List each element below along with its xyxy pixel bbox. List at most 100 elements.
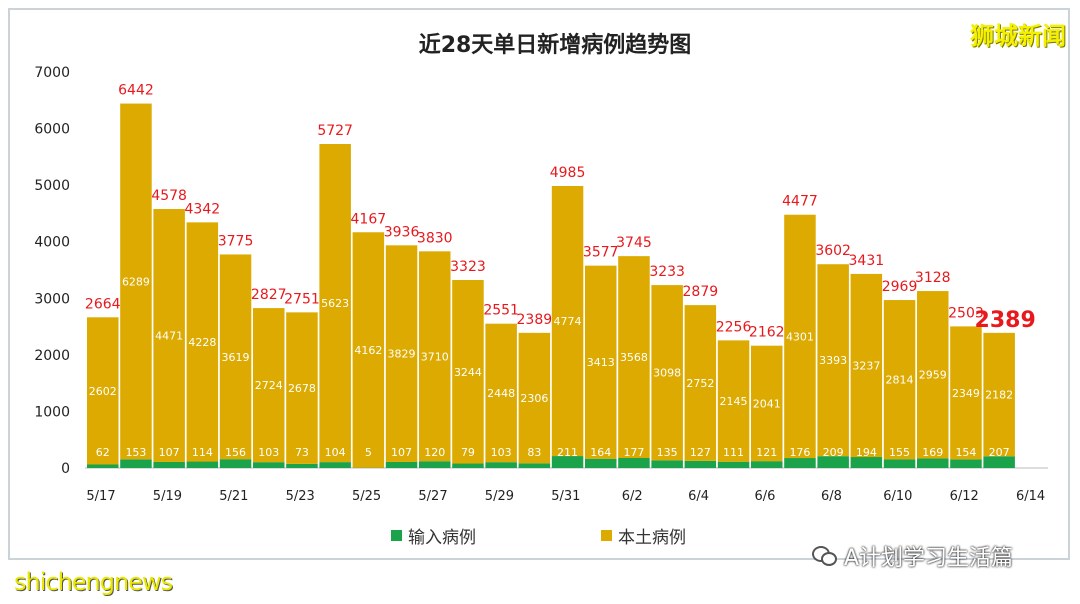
bar-imported <box>452 463 484 468</box>
total-value-label: 6442 <box>118 83 154 99</box>
bar-imported <box>518 463 551 468</box>
x-tick-label: 6/4 <box>688 489 709 504</box>
bar-local <box>352 232 385 468</box>
imported-value-label: 209 <box>823 446 844 459</box>
bar-local <box>419 251 451 462</box>
bar-group-5-18: 153 6289 6442 <box>118 83 154 468</box>
local-value-label: 3413 <box>587 356 615 369</box>
bar-imported <box>485 462 517 468</box>
imported-value-label: 155 <box>889 446 910 459</box>
imported-value-label: 127 <box>690 446 711 459</box>
imported-value-label: 103 <box>258 446 279 459</box>
bar-group-6-2: 177 3568 3745 <box>616 235 652 468</box>
x-tick-label: 5/29 <box>485 489 514 504</box>
bar-local <box>286 312 318 464</box>
bar-imported <box>983 456 1015 468</box>
x-tick-label: 6/2 <box>622 489 643 504</box>
local-value-label: 3098 <box>653 367 681 380</box>
x-tick-label: 5/21 <box>219 489 248 504</box>
imported-value-label: 104 <box>325 446 346 459</box>
bar-local <box>485 323 517 463</box>
legend-label-imported: 输入病例 <box>408 528 476 548</box>
bar-local <box>385 245 418 462</box>
bar-imported <box>87 464 119 468</box>
bar-local <box>950 326 982 460</box>
bar-imported <box>186 461 219 468</box>
local-value-label: 2182 <box>985 389 1013 402</box>
bar-local <box>651 285 683 461</box>
bar-imported <box>253 462 285 468</box>
bar-group-5-28: 79 3244 3323 <box>450 259 486 468</box>
legend-swatch-local <box>601 530 612 541</box>
total-value-label: 3602 <box>815 243 851 259</box>
total-value-label: 2751 <box>284 291 320 307</box>
local-value-label: 3829 <box>388 348 416 361</box>
local-value-label: 4301 <box>786 330 814 343</box>
imported-value-label: 164 <box>590 446 611 459</box>
total-value-label: 2879 <box>683 284 719 300</box>
bar-local <box>186 222 219 462</box>
local-value-label: 6289 <box>122 275 150 288</box>
chart-frame <box>8 8 1070 560</box>
imported-value-label: 120 <box>424 446 445 459</box>
bar-local <box>850 273 883 458</box>
wechat-icon <box>812 546 838 566</box>
y-tick-label: 1000 <box>34 404 70 420</box>
x-tick-label: 5/31 <box>551 489 580 504</box>
total-value-label: 3128 <box>915 270 951 286</box>
local-value-label: 2349 <box>952 387 980 400</box>
total-value-label: 2162 <box>749 325 785 341</box>
bar-imported <box>319 462 351 468</box>
total-value-label: 3830 <box>417 230 453 246</box>
total-value-label: 2389 <box>975 308 1036 333</box>
bar-group-5-23: 73 2678 2751 <box>284 291 320 468</box>
bar-local <box>452 280 484 464</box>
bar-group-5-31: 211 4774 4985 <box>550 165 586 468</box>
imported-value-label: 62 <box>96 446 110 459</box>
total-value-label: 4578 <box>151 188 187 204</box>
bar-imported <box>120 459 152 468</box>
bar-local <box>219 254 252 460</box>
bar-local <box>551 185 584 457</box>
bar-group-6-13: 207 2182 2389 <box>975 308 1036 468</box>
imported-value-label: 154 <box>955 446 976 459</box>
bar-imported <box>651 460 683 468</box>
total-value-label: 2389 <box>517 312 553 328</box>
bar-local <box>751 345 783 462</box>
total-value-label: 4985 <box>550 165 586 181</box>
x-tick-label: 5/17 <box>86 489 115 504</box>
bar-group-5-22: 103 2724 2827 <box>251 287 287 468</box>
imported-value-label: 211 <box>557 446 578 459</box>
bar-imported <box>850 457 883 468</box>
imported-value-label: 169 <box>922 446 943 459</box>
total-value-label: 4342 <box>185 201 221 217</box>
imported-value-label: 103 <box>491 446 512 459</box>
bar-group-5-17: 62 2602 2664 <box>85 296 121 468</box>
x-tick-label: 5/25 <box>352 489 381 504</box>
bar-imported <box>551 456 584 468</box>
local-value-label: 2448 <box>487 387 515 400</box>
x-tick-label: 5/27 <box>418 489 447 504</box>
y-tick-label: 5000 <box>34 178 70 194</box>
x-tick-label: 6/12 <box>950 489 979 504</box>
bar-imported <box>219 459 252 468</box>
local-value-label: 5623 <box>321 297 349 310</box>
bar-imported <box>883 459 916 468</box>
bar-imported <box>585 458 617 468</box>
imported-value-label: 156 <box>225 446 246 459</box>
bar-imported <box>717 461 750 468</box>
total-value-label: 5727 <box>317 123 353 139</box>
total-value-label: 2969 <box>882 279 918 295</box>
total-value-label: 2664 <box>85 296 121 312</box>
watermark-left: shichengnews <box>14 568 173 596</box>
bar-imported <box>817 456 849 468</box>
local-value-label: 3710 <box>421 350 449 363</box>
bar-group-5-21: 156 3619 3775 <box>218 233 253 468</box>
y-tick-label: 6000 <box>34 122 70 138</box>
imported-value-label: 5 <box>365 446 372 459</box>
total-value-label: 3431 <box>849 253 885 269</box>
bar-local <box>917 291 949 459</box>
total-value-label: 3323 <box>450 259 486 275</box>
imported-value-label: 207 <box>989 446 1010 459</box>
